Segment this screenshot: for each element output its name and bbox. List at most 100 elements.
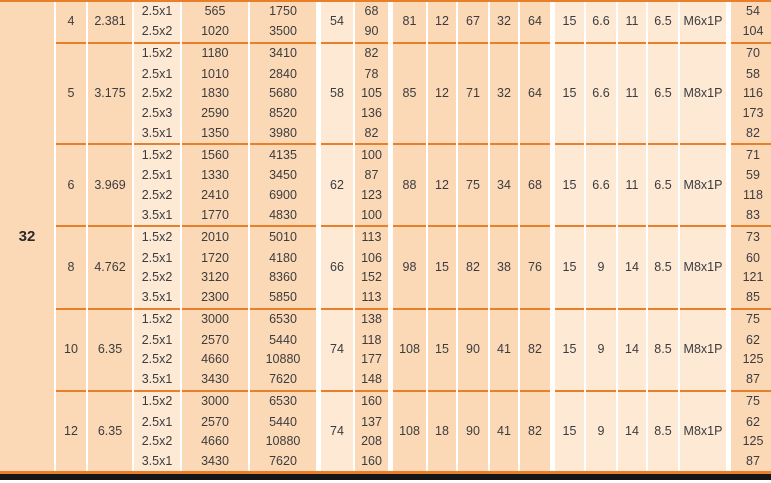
type-cell: 2.5x3 — [134, 103, 180, 124]
dim-t-cell: 15 — [555, 2, 584, 42]
type-cell: 3.5x1 — [134, 287, 180, 308]
outer-dia-cell: 66 — [321, 225, 353, 308]
load-c-cell: 4660 — [182, 350, 248, 370]
load-c-cell: 2410 — [182, 185, 248, 206]
type-cell: 2.5x2 — [134, 268, 180, 288]
hole-d1-cell: 6.6 — [586, 41, 616, 144]
weight-value-cell: 87 — [731, 369, 771, 390]
dim-h-cell: 41 — [490, 389, 518, 471]
load-c-cell: 3120 — [182, 268, 248, 288]
size-cell: 6 — [56, 143, 86, 226]
load-c0-cell: 3410 — [250, 41, 316, 65]
load-c0-cell: 4135 — [250, 143, 316, 167]
thread-cell: M8x1P — [680, 143, 726, 226]
load-c-cell: 2570 — [182, 330, 248, 351]
load-c-cell: 3430 — [182, 369, 248, 390]
dim-b-cell: 15 — [428, 225, 456, 308]
length-value-cell: 78 — [355, 64, 388, 85]
hole-depth-cell: 8.5 — [648, 389, 678, 471]
weight-value-cell: 70 — [731, 41, 771, 65]
pitch-dia-cell: 6.35 — [88, 389, 132, 471]
load-c0-cell: 5440 — [250, 412, 316, 433]
hole-d2-cell: 14 — [618, 307, 646, 390]
type-cell: 2.5x2 — [134, 350, 180, 370]
load-c-cell: 3430 — [182, 451, 248, 471]
length-value-cell: 160 — [355, 451, 388, 471]
dim-b-cell: 12 — [428, 41, 456, 144]
weight-value-cell: 173 — [731, 103, 771, 124]
dim-t-cell: 15 — [555, 143, 584, 226]
outer-dia-cell: 62 — [321, 143, 353, 226]
weight-value-cell: 71 — [731, 143, 771, 167]
hole-depth-cell: 6.5 — [648, 41, 678, 144]
load-c-cell: 3000 — [182, 307, 248, 331]
weight-value-cell: 125 — [731, 432, 771, 452]
type-cell: 3.5x1 — [134, 369, 180, 390]
load-c-cell: 2570 — [182, 412, 248, 433]
length-value-cell: 105 — [355, 84, 388, 104]
type-cell: 1.5x2 — [134, 389, 180, 413]
load-c-cell: 1010 — [182, 64, 248, 85]
load-c0-cell: 8360 — [250, 268, 316, 288]
dim-b-cell: 15 — [428, 307, 456, 390]
column-spacer — [552, 2, 553, 471]
size-cell: 8 — [56, 225, 86, 308]
weight-value-cell: 82 — [731, 123, 771, 144]
load-c0-cell: 3500 — [250, 21, 316, 42]
hole-d2-cell: 11 — [618, 41, 646, 144]
row-group-label: 32 — [0, 2, 54, 471]
dim-w-cell: 90 — [458, 389, 488, 471]
dim-p-cell: 64 — [520, 41, 550, 144]
weight-value-cell: 83 — [731, 205, 771, 226]
dim-w-cell: 90 — [458, 307, 488, 390]
pitch-dia-cell: 3.175 — [88, 41, 132, 144]
load-c0-cell: 4180 — [250, 248, 316, 268]
type-cell: 3.5x1 — [134, 451, 180, 471]
weight-value-cell: 58 — [731, 64, 771, 85]
load-c-cell: 1560 — [182, 143, 248, 167]
type-cell: 1.5x2 — [134, 307, 180, 331]
dim-h-cell: 41 — [490, 307, 518, 390]
dim-h-cell: 34 — [490, 143, 518, 226]
dim-w-cell: 75 — [458, 143, 488, 226]
length-value-cell: 87 — [355, 166, 388, 186]
load-c-cell: 1770 — [182, 205, 248, 226]
hole-d2-cell: 14 — [618, 389, 646, 471]
weight-value-cell: 62 — [731, 412, 771, 433]
length-value-cell: 113 — [355, 225, 388, 249]
pitch-dia-cell: 3.969 — [88, 143, 132, 226]
length-value-cell: 137 — [355, 412, 388, 433]
length-value-cell: 148 — [355, 369, 388, 390]
length-value-cell: 138 — [355, 307, 388, 331]
dim-l-cell: 88 — [393, 143, 426, 226]
thread-cell: M8x1P — [680, 307, 726, 390]
thread-cell: M8x1P — [680, 225, 726, 308]
weight-value-cell: 62 — [731, 330, 771, 351]
dim-b-cell: 12 — [428, 2, 456, 42]
dim-b-cell: 18 — [428, 389, 456, 471]
type-cell: 1.5x2 — [134, 225, 180, 249]
type-cell: 2.5x2 — [134, 21, 180, 42]
load-c0-cell: 3450 — [250, 166, 316, 186]
type-cell: 3.5x1 — [134, 205, 180, 226]
dim-h-cell: 32 — [490, 41, 518, 144]
pitch-dia-cell: 6.35 — [88, 307, 132, 390]
weight-value-cell: 121 — [731, 268, 771, 288]
dim-l-cell: 81 — [393, 2, 426, 42]
length-value-cell: 152 — [355, 268, 388, 288]
load-c0-cell: 10880 — [250, 432, 316, 452]
weight-value-cell: 59 — [731, 166, 771, 186]
load-c-cell: 565 — [182, 2, 248, 22]
hole-d1-cell: 6.6 — [586, 2, 616, 42]
spec-table-body: 32 4 2.381 2.5x1 565 1750 54 68 81 12 67 32 64 15 6.6 1… — [0, 2, 771, 471]
bottom-black-strip — [0, 474, 771, 480]
hole-d1-cell: 9 — [586, 307, 616, 390]
length-value-cell: 82 — [355, 123, 388, 144]
load-c-cell: 2590 — [182, 103, 248, 124]
type-cell: 2.5x1 — [134, 166, 180, 186]
weight-value-cell: 60 — [731, 248, 771, 268]
dim-l-cell: 108 — [393, 307, 426, 390]
hole-d2-cell: 11 — [618, 2, 646, 42]
weight-value-cell: 87 — [731, 451, 771, 471]
load-c-cell: 2010 — [182, 225, 248, 249]
